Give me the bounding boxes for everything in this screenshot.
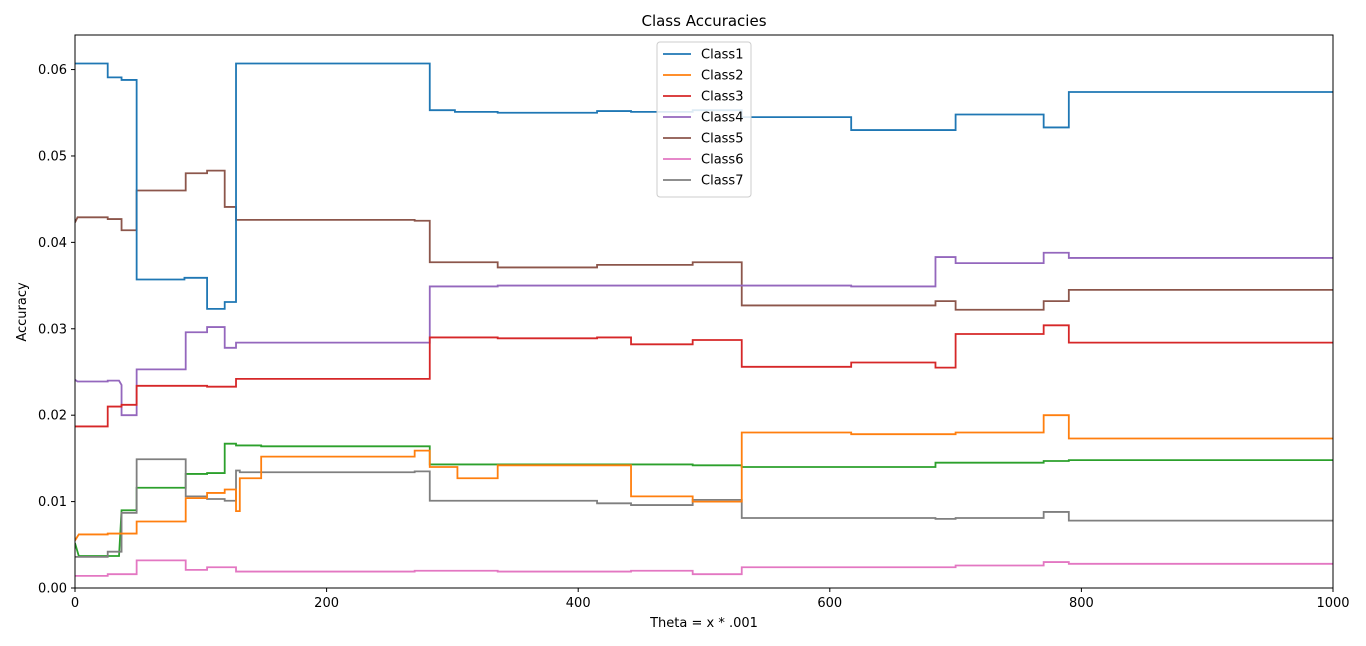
y-tick-label: 0.06 [38,63,67,78]
y-tick-label: 0.04 [38,236,67,251]
series-line-class6 [75,559,1333,577]
x-tick-label: 600 [817,596,842,611]
series-line-class2 [75,414,1333,541]
x-tick-label: 800 [1069,596,1094,611]
y-tick-label: 0.03 [38,322,67,337]
y-tick-label: 0.05 [38,149,67,164]
x-tick-label: 1000 [1316,596,1349,611]
x-axis: 0 200 400 600 800 1000 [71,588,1350,611]
legend-label-class7: Class7 [701,174,743,189]
legend-label-class4: Class4 [701,111,743,126]
legend: Class1 Class2 Class3 Class4 Class5 Class6 Clas… [656,41,752,198]
legend-label-class6: Class6 [701,153,743,168]
y-tick-label: 0.01 [38,495,67,510]
legend-label-class3: Class3 [701,90,743,105]
series-line-class7 [75,458,1333,558]
legend-label-class5: Class5 [701,132,743,147]
plot-area-frame [74,34,1334,589]
x-tick-label: 400 [566,596,591,611]
x-tick-label: 200 [314,596,339,611]
series-layer [75,62,1333,577]
legend-label-class1: Class1 [701,48,743,63]
y-axis: 0.00 0.01 0.02 0.03 0.04 0.05 0.06 [38,63,75,597]
series-line-class4 [75,251,1333,417]
y-tick-label: 0.00 [38,582,67,597]
y-tick-label: 0.02 [38,409,67,424]
y-axis-label: Accuracy [15,282,30,342]
x-axis-label: Theta = x * .001 [649,616,758,631]
series-line-class1 [75,62,1333,310]
series-line-class3 [75,324,1333,428]
legend-label-class2: Class2 [701,69,743,84]
chart-title: Class Accuracies [641,12,766,30]
x-tick-label: 0 [71,596,79,611]
